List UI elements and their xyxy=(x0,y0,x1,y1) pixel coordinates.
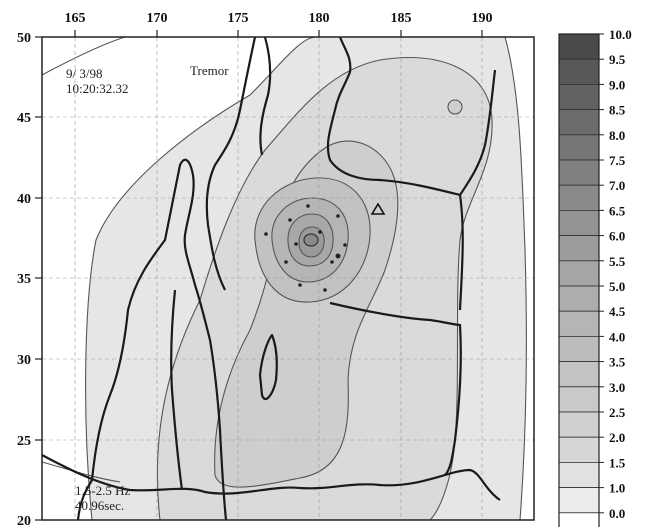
legend-label: 6.5 xyxy=(609,203,626,218)
legend-swatch xyxy=(558,84,600,111)
legend-swatch xyxy=(558,184,600,211)
contour-line-northwest xyxy=(41,36,126,76)
legend-swatch xyxy=(558,512,600,527)
x-tick-170: 170 xyxy=(147,11,168,26)
legend-label: 5.0 xyxy=(609,279,625,294)
y-tick-35: 35 xyxy=(17,272,31,287)
y-tick-50: 50 xyxy=(17,31,31,46)
legend-label: 8.5 xyxy=(609,103,626,118)
legend-swatch xyxy=(558,487,600,514)
x-tick-190: 190 xyxy=(472,11,493,26)
legend-label: 3.5 xyxy=(609,355,626,370)
event-date: 9/ 3/98 xyxy=(66,66,102,81)
legend-label: 1.5 xyxy=(609,455,626,470)
x-tick-165: 165 xyxy=(65,11,86,26)
legend-label: 2.5 xyxy=(609,405,626,420)
legend-label: 7.5 xyxy=(609,153,626,168)
legend-swatch xyxy=(558,335,600,362)
y-tick-20: 20 xyxy=(17,514,31,527)
legend-label: 5.5 xyxy=(609,254,626,269)
x-tick-175: 175 xyxy=(228,11,249,26)
coastlines xyxy=(41,36,501,521)
amplitude-legend: 10.0 9.5 9.0 8.5 8.0 7.5 7.0 6.5 6.0 5.5 5.0 4.5 4.0… xyxy=(558,27,632,527)
legend-swatch xyxy=(558,58,600,85)
x-tick-185: 185 xyxy=(391,11,412,26)
legend-label: 9.5 xyxy=(609,52,626,67)
legend-swatch xyxy=(558,461,600,488)
legend-swatch xyxy=(558,209,600,236)
event-label: Tremor xyxy=(190,63,229,78)
y-tick-25: 25 xyxy=(17,434,31,449)
legend-label: 7.0 xyxy=(609,178,625,193)
legend-label: 9.0 xyxy=(609,77,625,92)
legend-swatch xyxy=(558,361,600,388)
legend-label: 3.0 xyxy=(609,380,625,395)
legend-swatch xyxy=(558,436,600,463)
legend-swatch xyxy=(558,285,600,312)
legend-label: 8.0 xyxy=(609,128,625,143)
contour-peak xyxy=(303,233,319,247)
event-time: 10:20:32.32 xyxy=(66,81,128,96)
legend-label: 6.0 xyxy=(609,229,625,244)
window-duration: 40.96sec. xyxy=(75,498,124,513)
legend-swatch xyxy=(558,33,600,60)
legend-label: 1.0 xyxy=(609,481,625,496)
legend-frame xyxy=(558,33,600,527)
legend-label: 4.5 xyxy=(609,304,626,319)
y-axis: 50 45 40 35 30 25 20 xyxy=(17,31,42,527)
legend-swatch xyxy=(558,159,600,186)
y-tick-30: 30 xyxy=(17,353,31,368)
legend-label: 4.0 xyxy=(609,329,625,344)
map-plot: 9/ 3/98 10:20:32.32 Tremor 1.5-2.5 Hz 40… xyxy=(41,36,535,521)
legend-swatch xyxy=(558,134,600,161)
x-axis: 165 170 175 180 185 190 xyxy=(65,11,493,37)
legend-swatch xyxy=(558,411,600,438)
y-tick-45: 45 xyxy=(17,111,31,126)
legend-swatch xyxy=(558,260,600,287)
legend-swatch xyxy=(558,109,600,136)
volcano-marker xyxy=(370,202,386,215)
legend-swatch xyxy=(558,310,600,337)
legend-label: 2.0 xyxy=(609,430,625,445)
legend-label: 0.0 xyxy=(609,506,625,521)
legend-swatch xyxy=(558,386,600,413)
station-markers xyxy=(264,204,347,292)
contour-line-southwest xyxy=(41,461,121,483)
contour-small-north xyxy=(447,99,463,115)
legend-label: 10.0 xyxy=(609,27,632,42)
x-tick-180: 180 xyxy=(309,11,330,26)
frequency-band: 1.5-2.5 Hz xyxy=(75,483,130,498)
legend-swatch xyxy=(558,235,600,262)
y-tick-40: 40 xyxy=(17,192,31,207)
